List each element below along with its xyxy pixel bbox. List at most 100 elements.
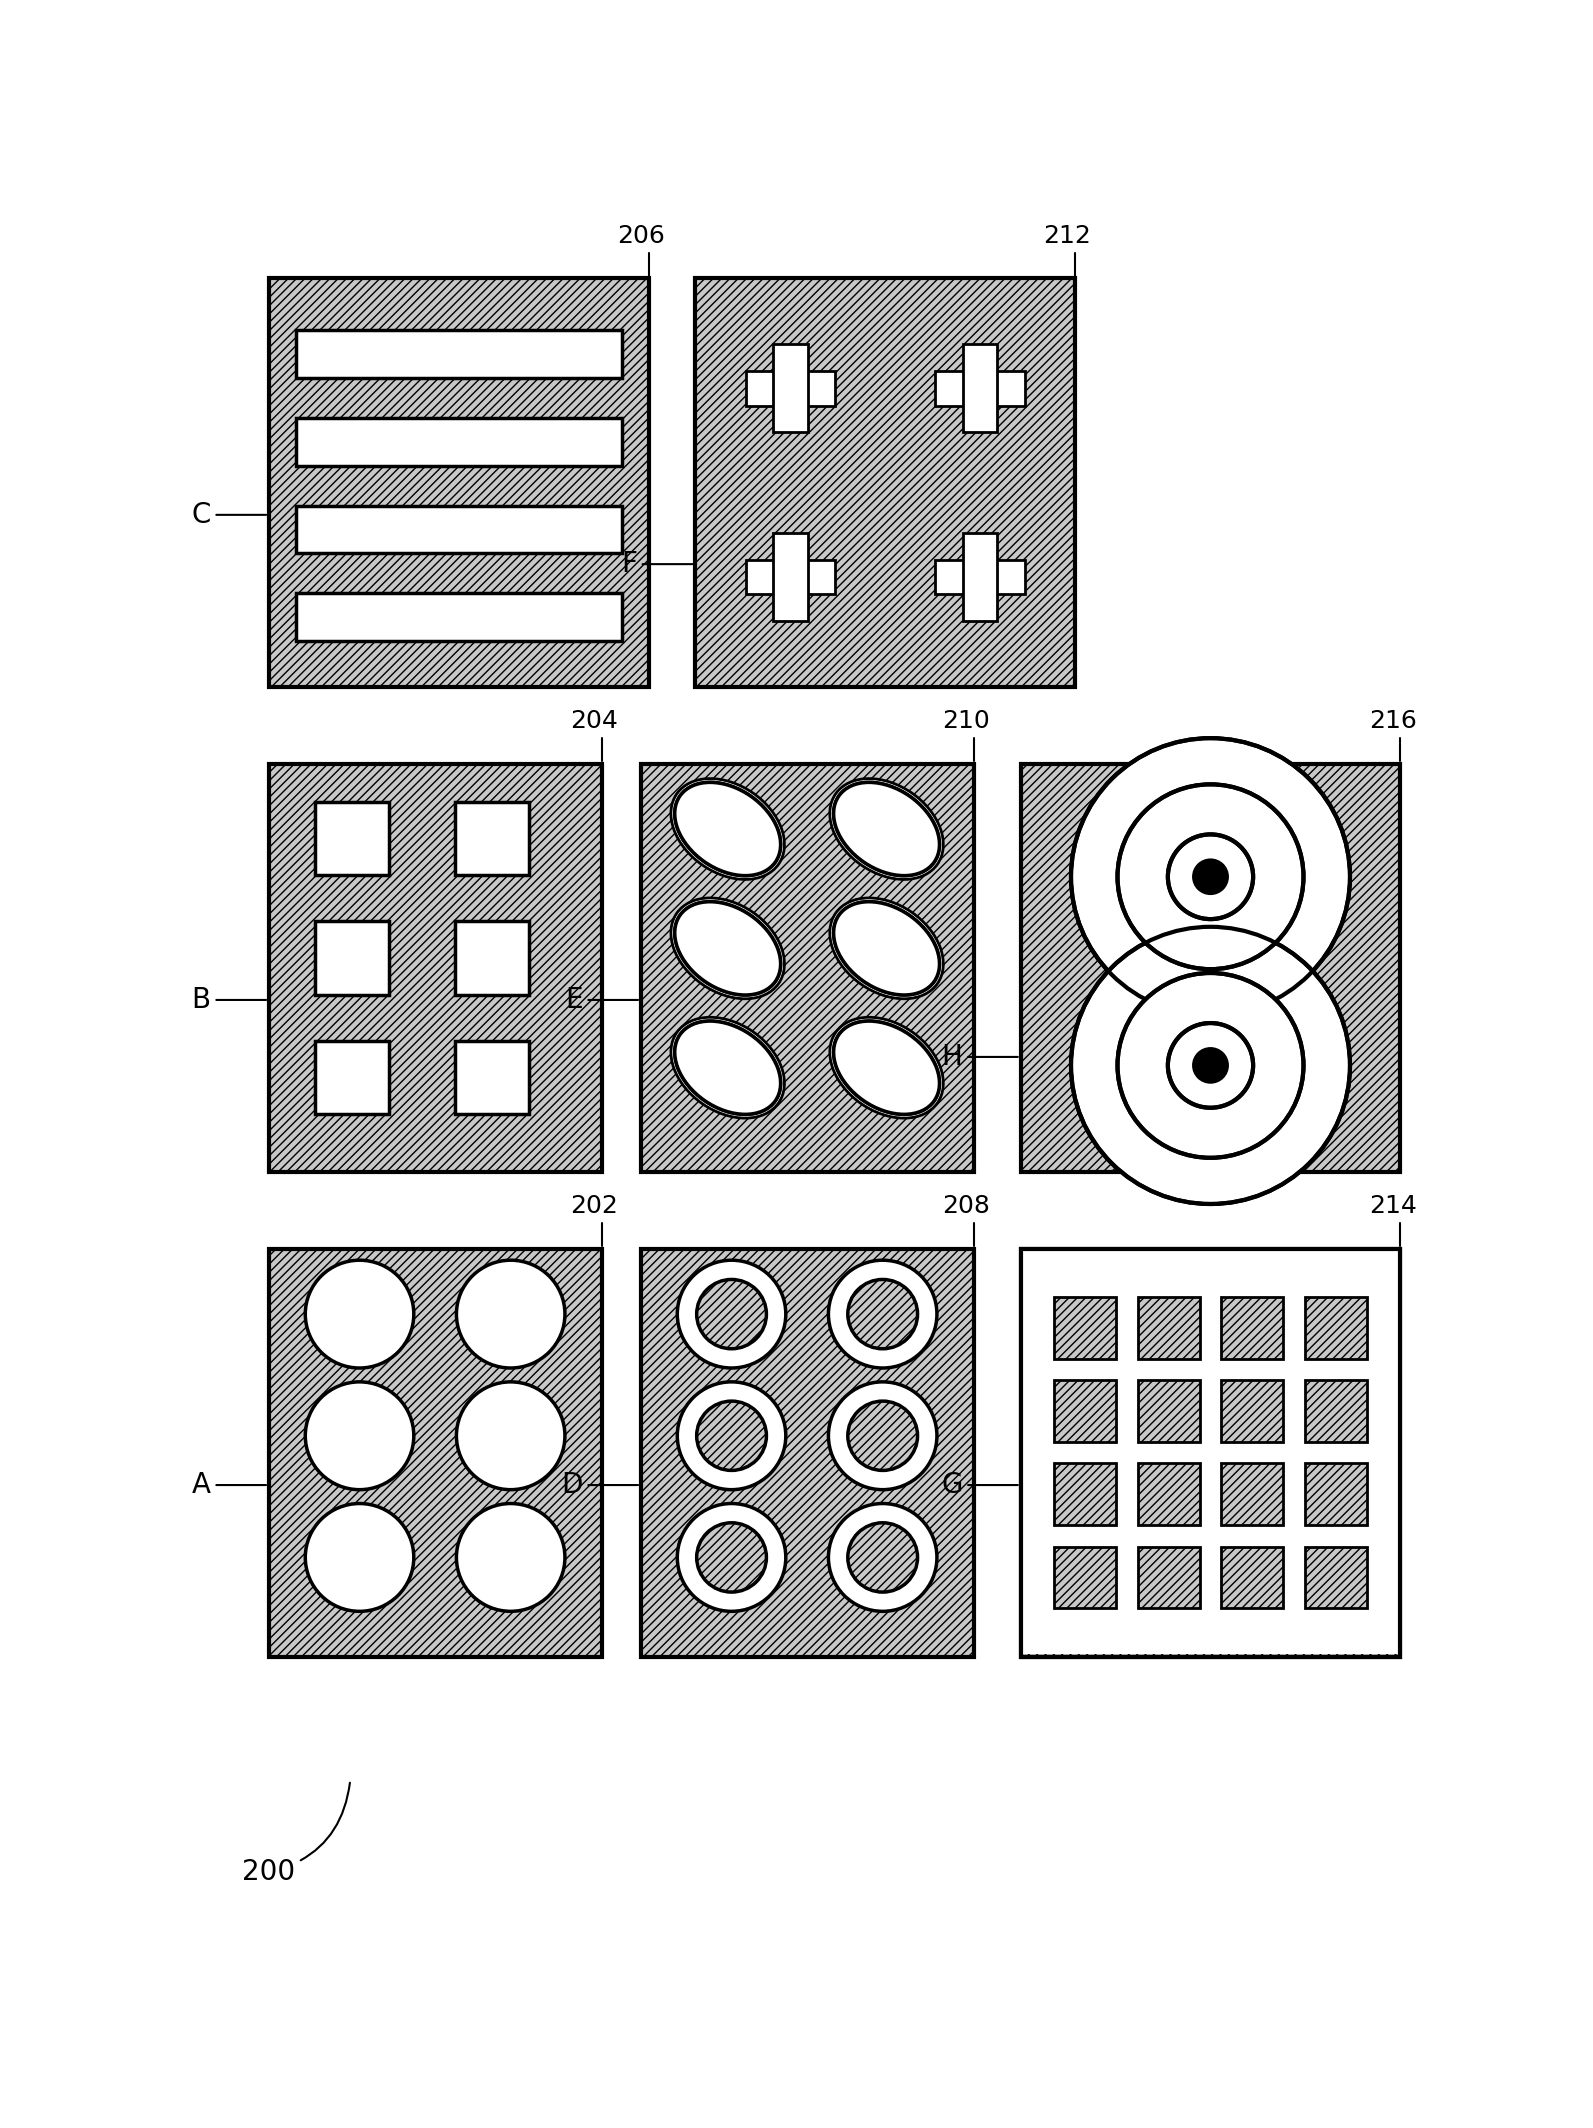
Text: A: A [191,1470,266,1498]
Text: 202: 202 [570,1194,618,1245]
Text: F: F [621,551,693,579]
Ellipse shape [675,1021,781,1115]
Circle shape [457,1260,566,1368]
Bar [746,560,835,594]
Ellipse shape [833,783,940,875]
Bar [269,764,602,1173]
Bar [296,594,621,641]
Circle shape [847,1524,918,1592]
Ellipse shape [671,1017,784,1117]
Circle shape [1070,928,1349,1204]
Circle shape [696,1400,766,1470]
Bar [640,1249,975,1658]
Bar [296,330,621,379]
Circle shape [1168,834,1254,919]
Circle shape [828,1260,937,1368]
Circle shape [1193,860,1228,894]
Circle shape [847,1279,918,1349]
Ellipse shape [675,783,781,875]
Ellipse shape [671,898,784,998]
Ellipse shape [833,1021,940,1115]
Bar [315,802,389,875]
Bar [269,279,648,687]
Ellipse shape [833,783,940,875]
Circle shape [457,1504,566,1611]
Bar [1305,1298,1367,1360]
Ellipse shape [675,902,781,996]
Circle shape [696,1524,766,1592]
Bar [296,417,621,466]
Circle shape [828,1504,937,1611]
Circle shape [306,1504,414,1611]
Bar [1021,1249,1400,1658]
Bar [1222,1547,1284,1609]
Text: D: D [561,1470,639,1498]
Circle shape [1168,1024,1254,1109]
Bar [1055,1298,1117,1360]
Circle shape [828,1381,937,1490]
Bar [773,345,808,432]
Circle shape [696,1279,766,1349]
Bar [1222,1298,1284,1360]
Text: 208: 208 [943,1194,991,1245]
Bar [1021,1249,1400,1658]
Bar [773,532,808,621]
Bar [695,279,1075,687]
Text: 216: 216 [1368,709,1416,762]
Bar [746,370,835,406]
Circle shape [677,1504,785,1611]
Bar [456,1041,529,1113]
Text: C: C [191,500,266,530]
Text: 210: 210 [943,709,991,762]
Text: 204: 204 [570,709,618,762]
Text: 212: 212 [1043,223,1091,277]
Text: E: E [566,985,639,1013]
Bar [1055,1381,1117,1443]
Circle shape [1118,785,1303,968]
Text: G: G [941,1470,1018,1498]
Bar [962,532,997,621]
Bar [1055,1464,1117,1526]
Circle shape [306,1381,414,1490]
Ellipse shape [675,783,781,875]
Text: B: B [191,985,266,1013]
Text: 214: 214 [1368,1194,1416,1245]
Circle shape [677,1381,785,1490]
Ellipse shape [675,902,781,996]
Ellipse shape [675,1021,781,1115]
Bar [935,370,1024,406]
Bar [1222,1381,1284,1443]
Text: H: H [941,1043,1018,1070]
Circle shape [1118,972,1303,1158]
Bar [1222,1464,1284,1526]
Bar [1305,1547,1367,1609]
Bar [1137,1547,1200,1609]
Circle shape [1193,1049,1228,1083]
Bar [315,921,389,994]
Bar [456,802,529,875]
Bar [1137,1298,1200,1360]
Bar [456,921,529,994]
Circle shape [1070,738,1349,1015]
Bar [935,560,1024,594]
Ellipse shape [833,1021,940,1115]
Bar [296,506,621,553]
Bar [1305,1381,1367,1443]
Circle shape [677,1260,785,1368]
Ellipse shape [833,902,940,996]
Bar [1305,1464,1367,1526]
Bar [1023,1251,1399,1653]
Text: 200: 200 [242,1783,350,1885]
Ellipse shape [830,779,943,879]
Circle shape [847,1400,918,1470]
Bar [1055,1547,1117,1609]
Ellipse shape [833,902,940,996]
Circle shape [306,1260,414,1368]
Bar [1021,764,1400,1173]
Bar [269,1249,602,1658]
Circle shape [457,1381,566,1490]
Text: 206: 206 [616,223,664,277]
Ellipse shape [830,898,943,998]
Bar [640,764,975,1173]
Bar [1137,1464,1200,1526]
